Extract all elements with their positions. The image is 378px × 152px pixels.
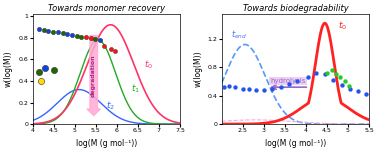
Point: [269, 87, 275, 90]
Point: [329, 69, 335, 71]
Point: [363, 93, 369, 95]
Point: [232, 86, 238, 88]
Point: [305, 76, 311, 78]
Point: [333, 73, 339, 76]
Title: Towards monomer recovery: Towards monomer recovery: [48, 4, 165, 13]
Point: [355, 90, 361, 93]
Point: [253, 89, 259, 91]
X-axis label: log(M (g mol⁻¹)): log(M (g mol⁻¹)): [265, 139, 326, 148]
Text: $t_0$: $t_0$: [144, 59, 153, 71]
Point: [347, 87, 353, 90]
Text: $t_1$: $t_1$: [131, 83, 140, 95]
Y-axis label: w(log(M)): w(log(M)): [4, 51, 13, 87]
X-axis label: log(M (g mol⁻¹)): log(M (g mol⁻¹)): [76, 139, 137, 148]
Point: [346, 85, 352, 87]
Point: [339, 84, 345, 86]
Point: [330, 79, 336, 81]
Point: [313, 72, 319, 74]
Point: [226, 85, 232, 87]
Point: [294, 80, 301, 83]
Text: degradation: degradation: [91, 54, 96, 97]
Point: [322, 73, 328, 76]
Point: [221, 86, 227, 88]
Title: Towards biodegradability: Towards biodegradability: [243, 4, 348, 13]
Point: [342, 80, 348, 83]
Text: $t_2$: $t_2$: [106, 100, 115, 112]
Point: [246, 87, 252, 90]
Point: [240, 87, 246, 90]
Y-axis label: w(log(M)): w(log(M)): [193, 51, 202, 87]
Text: $t_{end}$: $t_{end}$: [231, 28, 248, 41]
FancyArrow shape: [87, 36, 101, 116]
Point: [261, 89, 267, 91]
Text: hydrolysis: hydrolysis: [271, 78, 306, 84]
Point: [277, 86, 284, 88]
Point: [337, 76, 343, 78]
Point: [286, 83, 292, 86]
Text: $t_0$: $t_0$: [338, 19, 347, 32]
Point: [324, 72, 330, 74]
